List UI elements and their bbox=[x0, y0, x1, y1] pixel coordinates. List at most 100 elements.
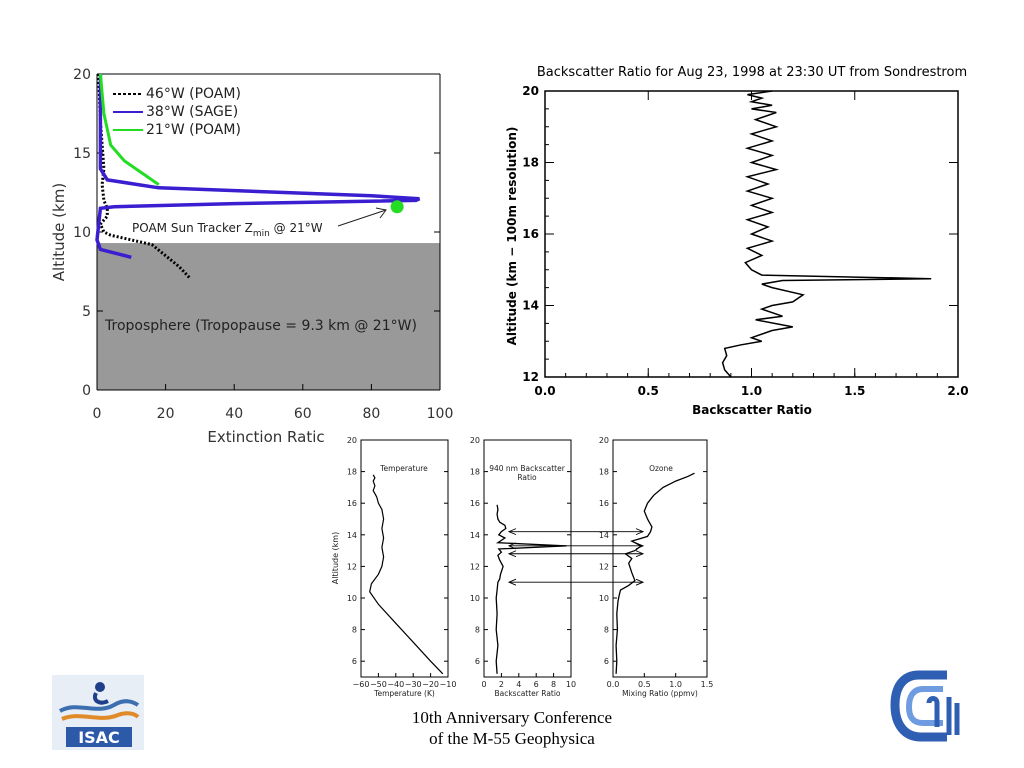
isac-logo: ISAC bbox=[52, 675, 144, 750]
x-tick-label: −20 bbox=[422, 680, 439, 689]
x-axis-label: Extinction Ratic bbox=[207, 428, 324, 446]
link-arrowhead-right-2 bbox=[635, 550, 645, 558]
cnr-logo-icon bbox=[890, 670, 960, 742]
ozone-title: Ozone bbox=[649, 464, 673, 473]
annotation-text: POAM Sun Tracker Zmin @ 21°W bbox=[132, 221, 323, 239]
x-axis-label: Backscatter Ratio bbox=[692, 403, 812, 417]
series-line-1 bbox=[95, 74, 421, 259]
poam-marker bbox=[390, 200, 404, 214]
legend-label-1: 38°W (SAGE) bbox=[146, 104, 238, 120]
y-axis-label: Altitude (km) bbox=[50, 183, 68, 281]
x-tick-label: −40 bbox=[387, 680, 404, 689]
link-arrowhead-right-0 bbox=[635, 528, 645, 536]
x-tick-label: 0.0 bbox=[607, 680, 620, 689]
y-axis-label: Altitude (km − 100m resolution) bbox=[505, 127, 519, 346]
altitude-label: Altitude (km) bbox=[331, 532, 340, 584]
y-tick-label: 12 bbox=[347, 562, 357, 571]
x-tick-label: −50 bbox=[370, 680, 387, 689]
y-tick-label: 20 bbox=[599, 436, 609, 445]
x-tick-label: 1.0 bbox=[669, 680, 682, 689]
footer-caption: 10th Anniversary Conference of the M-55 … bbox=[0, 707, 1024, 749]
x-tick-label: 8 bbox=[551, 680, 556, 689]
y-tick-label: 16 bbox=[522, 227, 539, 241]
y-tick-label: 8 bbox=[475, 626, 480, 635]
profile-line-0 bbox=[369, 474, 444, 675]
x-tick-label: 2.0 bbox=[947, 384, 968, 398]
footer-line-2: of the M-55 Geophysica bbox=[429, 729, 595, 748]
y-tick-label: 15 bbox=[73, 146, 91, 162]
annotation-sub: min bbox=[253, 229, 270, 239]
link-arrowhead-left-2 bbox=[507, 550, 517, 558]
x-axis-label-0: Temperature (K) bbox=[373, 689, 435, 698]
y-tick-label: 18 bbox=[470, 468, 480, 477]
y-tick-label: 16 bbox=[599, 499, 609, 508]
x-tick-label: 20 bbox=[157, 406, 175, 422]
y-tick-label: 14 bbox=[522, 299, 539, 313]
legend-label-2: 21°W (POAM) bbox=[146, 122, 241, 138]
link-arrowhead-right-1 bbox=[635, 542, 645, 550]
troposphere-label: Troposphere (Tropopause = 9.3 km @ 21°W) bbox=[104, 318, 417, 334]
y-tick-label: 6 bbox=[604, 657, 609, 666]
annotation-tail: @ 21°W bbox=[270, 221, 323, 235]
y-tick-label: 18 bbox=[599, 468, 609, 477]
annotation-arrow bbox=[337, 209, 387, 227]
profile-line-1 bbox=[495, 504, 567, 674]
annotation-main: POAM Sun Tracker Z bbox=[132, 221, 253, 235]
y-tick-label: 5 bbox=[82, 304, 91, 320]
x-tick-label: −60 bbox=[353, 680, 370, 689]
y-tick-label: 10 bbox=[599, 594, 609, 603]
y-tick-label: 6 bbox=[475, 657, 480, 666]
x-tick-label: 0.5 bbox=[638, 680, 651, 689]
isac-logo-text: ISAC bbox=[78, 728, 120, 747]
y-tick-label: 8 bbox=[604, 626, 609, 635]
x-tick-label: 6 bbox=[534, 680, 539, 689]
footer-line-1: 10th Anniversary Conference bbox=[411, 708, 613, 727]
y-tick-label: 12 bbox=[599, 562, 609, 571]
profile-frame-0 bbox=[360, 439, 449, 678]
y-tick-label: 10 bbox=[347, 594, 357, 603]
link-arrowhead-left-1 bbox=[507, 542, 517, 550]
y-tick-label: 16 bbox=[347, 499, 357, 508]
x-tick-label: 0.0 bbox=[534, 384, 555, 398]
y-tick-label: 8 bbox=[352, 626, 357, 635]
link-arrowhead-left-0 bbox=[507, 528, 517, 536]
x-tick-label: 4 bbox=[516, 680, 521, 689]
backscatter-title-l2: Ratio bbox=[517, 473, 537, 482]
temperature-title: Temperature bbox=[379, 464, 428, 473]
x-tick-label: 80 bbox=[362, 406, 380, 422]
y-tick-label: 14 bbox=[347, 531, 357, 540]
x-tick-label: 10 bbox=[566, 680, 576, 689]
y-tick-label: 12 bbox=[470, 562, 480, 571]
x-tick-label: −10 bbox=[440, 680, 457, 689]
x-tick-label: 0 bbox=[93, 406, 102, 422]
annotation-arrowhead bbox=[375, 207, 387, 219]
y-tick-label: 16 bbox=[470, 499, 480, 508]
chart-title: Backscatter Ratio for Aug 23, 1998 at 23… bbox=[537, 65, 967, 80]
x-tick-label: 1.5 bbox=[701, 680, 714, 689]
link-arrowhead-right-3 bbox=[635, 578, 645, 586]
y-tick-label: 14 bbox=[470, 531, 480, 540]
y-tick-label: 10 bbox=[470, 594, 480, 603]
x-tick-label: 0 bbox=[481, 680, 486, 689]
profile-line-2 bbox=[615, 472, 695, 674]
profile-frame-2 bbox=[612, 439, 708, 678]
backscatter-line bbox=[721, 90, 932, 378]
y-tick-label: 6 bbox=[352, 657, 357, 666]
y-tick-label: 20 bbox=[73, 67, 91, 83]
y-tick-label: 0 bbox=[82, 383, 91, 399]
troposphere-band bbox=[97, 243, 440, 390]
x-tick-label: 2 bbox=[499, 680, 504, 689]
x-axis-label-2: Mixing Ratio (ppmv) bbox=[622, 689, 698, 698]
y-tick-label: 20 bbox=[470, 436, 480, 445]
backscatter-title-l1: 940 nm Backscatter bbox=[489, 464, 565, 473]
y-tick-label: 18 bbox=[347, 468, 357, 477]
y-tick-label: 12 bbox=[522, 370, 539, 384]
x-tick-label: 1.0 bbox=[741, 384, 762, 398]
extinction-ratio-chart: 0 20 40 60 80 100 0 5 10 15 20 Extinction Ratic Alti… bbox=[50, 67, 454, 446]
y-tick-label: 20 bbox=[347, 436, 357, 445]
y-tick-label: 14 bbox=[599, 531, 609, 540]
x-tick-label: 0.5 bbox=[638, 384, 659, 398]
y-tick-label: 18 bbox=[522, 156, 539, 170]
y-tick-label: 10 bbox=[73, 225, 91, 241]
x-tick-label: 100 bbox=[427, 406, 454, 422]
